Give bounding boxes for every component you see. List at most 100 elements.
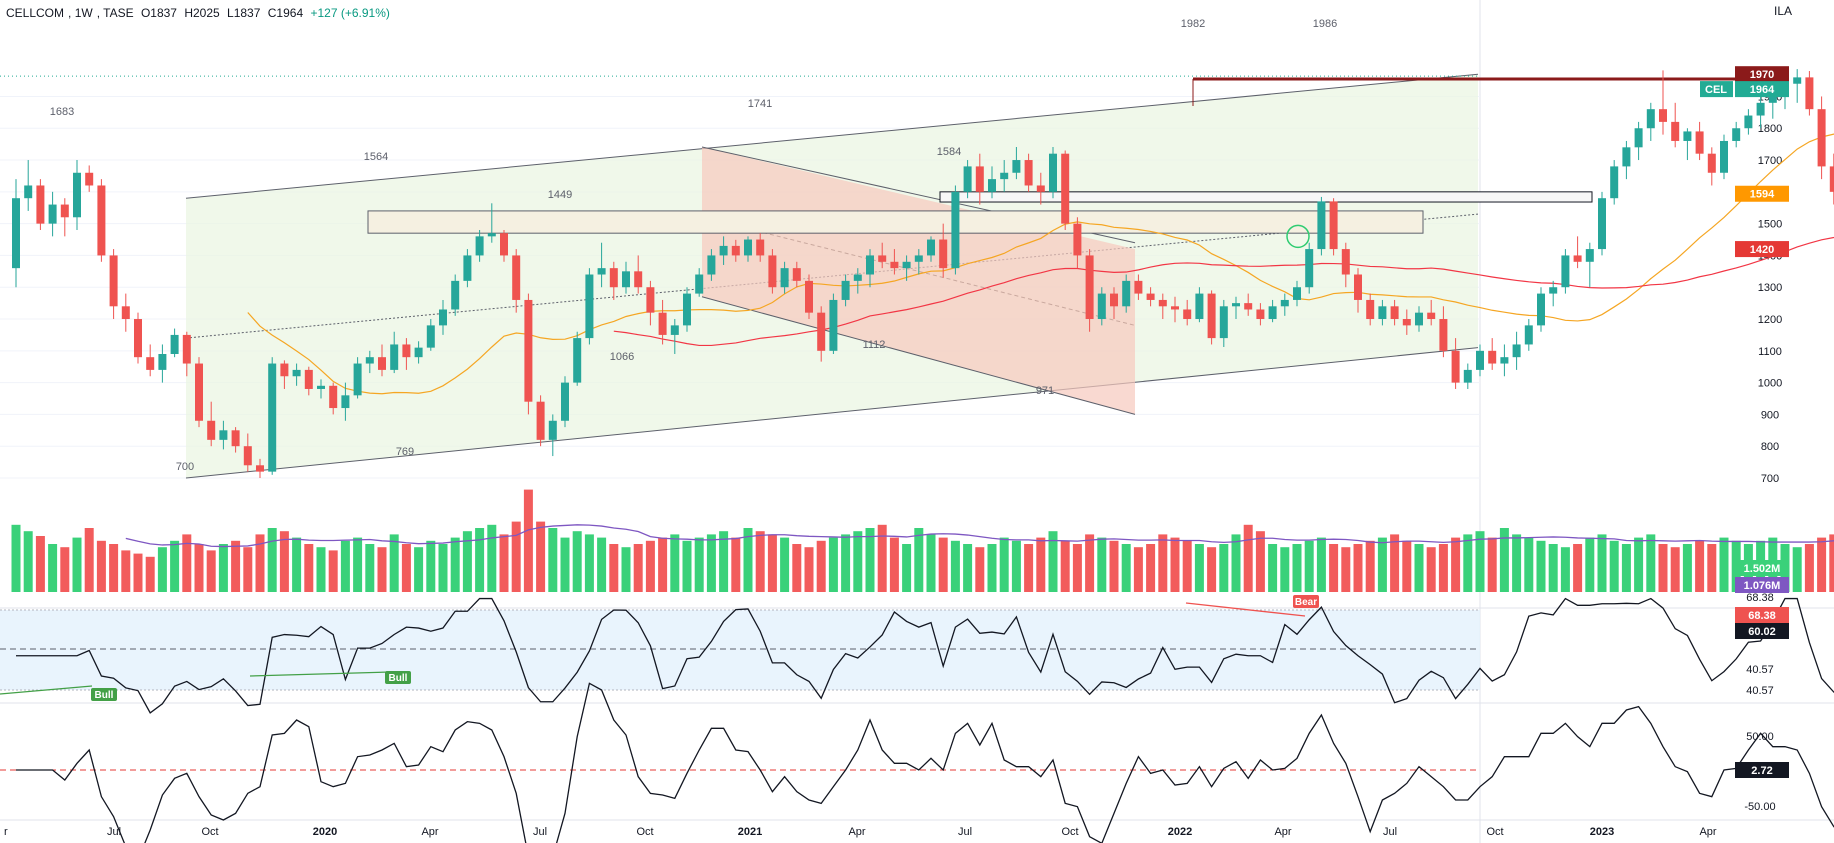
candle-body[interactable] — [158, 353, 167, 370]
candle-body[interactable] — [414, 347, 423, 358]
candle-body[interactable] — [1585, 249, 1594, 262]
candle-body[interactable] — [695, 274, 704, 294]
candle-body[interactable] — [1659, 109, 1667, 122]
candle-body[interactable] — [731, 245, 740, 256]
candle-body[interactable] — [878, 255, 887, 262]
candle-body[interactable] — [390, 344, 399, 370]
candle-body[interactable] — [97, 185, 106, 256]
candle-body[interactable] — [561, 382, 569, 421]
candle-body[interactable] — [1415, 312, 1423, 326]
candle-body[interactable] — [1146, 293, 1155, 300]
candle-body[interactable] — [1036, 185, 1045, 192]
candle-body[interactable] — [1732, 128, 1741, 141]
candle-body[interactable] — [1244, 303, 1253, 310]
candle-body[interactable] — [1024, 160, 1033, 186]
candle-body[interactable] — [1061, 153, 1070, 224]
candle-body[interactable] — [439, 309, 447, 326]
candle-body[interactable] — [109, 255, 118, 307]
candle-body[interactable] — [1232, 303, 1240, 307]
candle-body[interactable] — [1695, 131, 1704, 154]
candle-body[interactable] — [1573, 255, 1582, 262]
candle-body[interactable] — [1549, 287, 1558, 294]
candle-body[interactable] — [792, 268, 801, 281]
candle-body[interactable] — [1451, 350, 1460, 383]
candle-body[interactable] — [744, 239, 752, 256]
resistance-zone[interactable] — [367, 210, 1424, 234]
candle-body[interactable] — [60, 204, 69, 218]
candle-body[interactable] — [536, 401, 545, 440]
candle-body[interactable] — [1610, 166, 1619, 199]
candle-body[interactable] — [475, 236, 484, 256]
candle-body[interactable] — [85, 172, 94, 186]
candle-body[interactable] — [1171, 306, 1179, 310]
candle-body[interactable] — [988, 179, 996, 192]
candle-body[interactable] — [1158, 299, 1167, 307]
candle-body[interactable] — [805, 280, 813, 313]
candle-body[interactable] — [963, 166, 972, 192]
candle-body[interactable] — [182, 334, 191, 364]
candle-body[interactable] — [121, 306, 130, 320]
candle-body[interactable] — [707, 255, 716, 275]
candle-body[interactable] — [1195, 293, 1204, 320]
bear-channel-lower[interactable] — [701, 296, 1136, 415]
candle-body[interactable] — [1122, 280, 1131, 307]
candle-body[interactable] — [1256, 309, 1265, 320]
candle-body[interactable] — [585, 274, 594, 339]
candle-body[interactable] — [1134, 280, 1143, 294]
candle-body[interactable] — [500, 233, 508, 256]
candle-body[interactable] — [280, 363, 289, 377]
candle-body[interactable] — [853, 274, 862, 281]
candle-body[interactable] — [1183, 309, 1192, 320]
channel-lower-line[interactable] — [185, 347, 1479, 479]
candle-body[interactable] — [12, 198, 20, 269]
candle-body[interactable] — [1768, 96, 1777, 103]
candle-body[interactable] — [365, 357, 374, 364]
candle-body[interactable] — [378, 357, 386, 370]
candle-body[interactable] — [24, 185, 33, 199]
candle-body[interactable] — [426, 325, 435, 348]
candle-body[interactable] — [548, 420, 557, 440]
candle-body[interactable] — [170, 334, 179, 354]
candle-body[interactable] — [1683, 131, 1692, 141]
candle-body[interactable] — [890, 261, 899, 269]
candle-body[interactable] — [1500, 357, 1509, 364]
candle-body[interactable] — [341, 395, 350, 409]
candle-body[interactable] — [1720, 140, 1728, 173]
candle-body[interactable] — [1622, 147, 1631, 167]
candle-body[interactable] — [1744, 115, 1753, 129]
candle-body[interactable] — [1524, 325, 1533, 345]
candle-body[interactable] — [451, 280, 460, 310]
candle-body[interactable] — [231, 430, 240, 447]
candle-body[interactable] — [134, 319, 142, 358]
candle-body[interactable] — [1354, 274, 1362, 300]
candle-body[interactable] — [1110, 293, 1118, 307]
candle-body[interactable] — [1646, 109, 1655, 129]
candle-body[interactable] — [146, 357, 155, 370]
candle-body[interactable] — [1219, 306, 1228, 339]
candle-body[interactable] — [975, 166, 984, 192]
candle-body[interactable] — [939, 239, 948, 269]
candle-body[interactable] — [817, 312, 826, 351]
candle-body[interactable] — [646, 287, 655, 313]
candle-body[interactable] — [402, 344, 411, 358]
candle-body[interactable] — [683, 293, 691, 326]
candle-body[interactable] — [1293, 287, 1301, 300]
candle-body[interactable] — [463, 255, 472, 281]
interval[interactable]: 1W — [74, 6, 93, 20]
candle-body[interactable] — [268, 363, 277, 472]
candle-body[interactable] — [951, 191, 960, 269]
candle-body[interactable] — [670, 325, 679, 335]
candle-body[interactable] — [1817, 109, 1826, 167]
candle-body[interactable] — [512, 255, 521, 300]
candle-body[interactable] — [243, 446, 252, 466]
candle-body[interactable] — [622, 271, 630, 288]
candle-body[interactable] — [36, 185, 45, 224]
candle-body[interactable] — [573, 338, 582, 383]
candle-body[interactable] — [1598, 198, 1606, 250]
symbol-name[interactable]: CELLCOM — [6, 6, 65, 20]
candle-body[interactable] — [1463, 369, 1472, 383]
candle-body[interactable] — [256, 465, 264, 472]
candle-body[interactable] — [1561, 255, 1570, 288]
candle-body[interactable] — [658, 312, 667, 335]
candle-body[interactable] — [866, 255, 874, 275]
